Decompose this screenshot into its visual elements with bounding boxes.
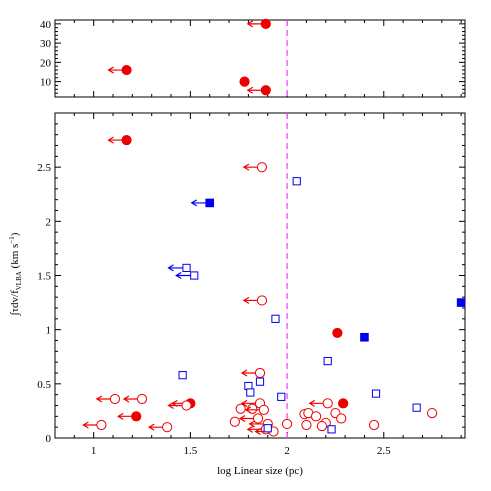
upper-limit-arrowhead bbox=[246, 20, 254, 28]
data-point-open-square bbox=[412, 403, 421, 412]
upper-limit-arrowhead bbox=[242, 296, 250, 304]
data-point-open-circle bbox=[256, 295, 268, 306]
upper-limit-arrowhead bbox=[242, 163, 250, 171]
y-tick-label: 1 bbox=[46, 325, 52, 337]
upper-limit-arrowhead bbox=[107, 136, 114, 144]
data-point-filled-circle bbox=[239, 76, 250, 87]
data-point-open-circle bbox=[235, 403, 246, 414]
data-point-open-circle bbox=[316, 420, 327, 432]
upper-limit-arrowhead bbox=[190, 199, 198, 207]
data-point-filled-circle bbox=[260, 18, 271, 29]
data-point-open-square bbox=[178, 371, 187, 380]
data-point-open-square bbox=[371, 389, 381, 398]
data-point-filled-circle bbox=[332, 327, 343, 339]
data-point-open-circle bbox=[229, 416, 240, 427]
data-point-open-circle bbox=[256, 162, 268, 173]
data-point-open-square bbox=[323, 356, 332, 366]
data-point-open-circle bbox=[301, 419, 312, 431]
data-point-filled-circle bbox=[260, 85, 271, 96]
data-point-open-circle bbox=[369, 419, 380, 431]
y-tick-label: 1.5 bbox=[37, 271, 51, 283]
upper-limit-arrowhead bbox=[246, 425, 254, 433]
y-tick-label: 0.5 bbox=[37, 379, 51, 391]
panel-frame-top bbox=[54, 19, 466, 98]
upper-limit-arrowhead bbox=[246, 86, 254, 94]
upper-limit-arrowhead bbox=[167, 401, 174, 410]
x-axis-label: log Linear size (pc) bbox=[217, 465, 303, 477]
upper-limit-arrowhead bbox=[240, 369, 248, 377]
upper-limit-arrowhead bbox=[122, 395, 130, 403]
x-tick-label: 2 bbox=[284, 445, 290, 457]
upper-limit-arrowhead bbox=[95, 395, 103, 403]
data-point-filled-square bbox=[360, 332, 369, 342]
data-point-open-square bbox=[190, 271, 199, 280]
data-point-open-circle bbox=[181, 400, 192, 411]
data-point-open-square bbox=[277, 392, 286, 401]
data-point-open-circle bbox=[162, 422, 173, 433]
data-point-open-square bbox=[182, 263, 191, 273]
data-point-filled-square bbox=[205, 198, 215, 208]
data-point-open-square bbox=[246, 388, 255, 397]
y-tick-label: 20 bbox=[40, 57, 52, 69]
y-tick-label: 30 bbox=[40, 38, 52, 50]
data-point-open-square bbox=[327, 425, 336, 434]
data-point-open-circle bbox=[109, 393, 121, 405]
data-point-open-circle bbox=[96, 419, 107, 431]
data-point-open-circle bbox=[258, 404, 269, 415]
upper-limit-arrowhead bbox=[244, 406, 252, 414]
data-point-open-square bbox=[292, 177, 301, 186]
upper-limit-arrowhead bbox=[254, 427, 261, 436]
data-point-open-circle bbox=[136, 393, 148, 405]
data-point-filled-circle bbox=[338, 398, 349, 409]
data-point-open-square bbox=[255, 377, 265, 386]
upper-limit-arrowhead bbox=[107, 66, 114, 74]
upper-limit-arrowhead bbox=[167, 264, 174, 272]
upper-limit-arrowhead bbox=[238, 414, 246, 423]
data-point-open-square bbox=[263, 424, 272, 433]
upper-limit-arrowhead bbox=[148, 423, 155, 431]
data-point-open-circle bbox=[254, 367, 266, 379]
panel-frame-bottom bbox=[54, 112, 466, 439]
data-point-open-circle bbox=[281, 418, 293, 430]
data-point-open-circle bbox=[252, 413, 264, 424]
data-point-open-circle bbox=[310, 411, 322, 422]
x-tick-label: 1 bbox=[91, 445, 97, 457]
y-tick-label: 0 bbox=[46, 433, 52, 445]
y-axis-label: ∫τdv/fVLBA (km s−1) bbox=[8, 232, 23, 316]
data-point-open-circle bbox=[336, 413, 347, 424]
x-tick-label: 1.5 bbox=[184, 445, 198, 457]
upper-limit-arrowhead bbox=[117, 412, 124, 420]
upper-limit-arrowhead bbox=[240, 399, 248, 407]
upper-limit-arrowhead bbox=[175, 271, 182, 280]
y-tick-label: 10 bbox=[40, 77, 52, 89]
upper-limit-arrowhead bbox=[248, 420, 256, 428]
data-point-filled-circle bbox=[121, 134, 132, 146]
upper-limit-arrowhead bbox=[82, 421, 89, 429]
y-tick-label: 40 bbox=[40, 19, 52, 31]
data-point-open-circle bbox=[322, 398, 333, 409]
x-tick-label: 2.5 bbox=[377, 445, 391, 457]
data-point-filled-circle bbox=[121, 64, 132, 76]
data-point-open-circle bbox=[427, 407, 438, 419]
y-tick-label: 2.5 bbox=[37, 162, 51, 174]
y-tick-label: 2 bbox=[46, 216, 52, 228]
data-point-open-square bbox=[271, 314, 280, 323]
data-point-filled-square bbox=[456, 298, 466, 307]
data-point-filled-circle bbox=[131, 411, 142, 422]
upper-limit-arrowhead bbox=[308, 399, 315, 407]
